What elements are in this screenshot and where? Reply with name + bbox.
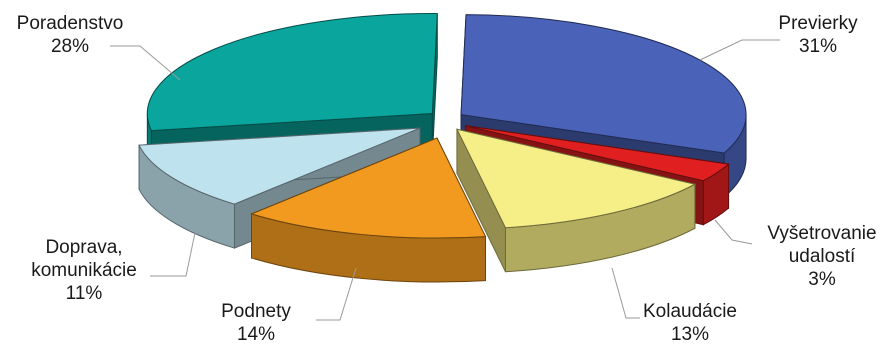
- label-value: 14%: [236, 324, 276, 345]
- label-name-line2: udalostí: [788, 246, 856, 267]
- label-value: 28%: [50, 36, 90, 57]
- slice-label-doprava-komunikacie: Doprava, komunikácie 11%: [31, 236, 137, 305]
- slice-top: [138, 127, 421, 205]
- leader-line: [316, 267, 357, 321]
- slice-label-vysetrovanie-udalosti: Vyšetrovanie udalostí 3%: [767, 222, 876, 291]
- label-value: 13%: [670, 324, 710, 345]
- leader-line: [714, 219, 753, 245]
- slice-podnety: [250, 137, 487, 283]
- pie-slices: [138, 13, 747, 283]
- slice-top: [146, 13, 438, 132]
- slice-label-podnety: Podnety 14%: [221, 300, 291, 346]
- slice-top: [250, 137, 487, 239]
- slice-label-previerky: Previerky 31%: [778, 12, 857, 58]
- slice-top: [460, 14, 747, 154]
- leader-line: [150, 227, 197, 277]
- slice-label-poradenstvo: Poradenstvo 28%: [17, 12, 124, 58]
- label-name: Kolaudácie: [642, 301, 738, 322]
- label-name-line1: Doprava,: [45, 237, 123, 258]
- leader-line: [611, 267, 640, 319]
- slice-kolaudacie: [456, 128, 697, 273]
- label-name: Podnety: [221, 301, 291, 322]
- leader-lines: [110, 39, 780, 321]
- slice-top: [456, 128, 697, 229]
- slice-top: [465, 125, 730, 182]
- leader-line: [699, 39, 780, 61]
- label-name-line1: Vyšetrovanie: [767, 223, 877, 244]
- label-value: 31%: [798, 36, 838, 57]
- label-name: Poradenstvo: [16, 13, 124, 34]
- label-name: Previerky: [778, 13, 858, 34]
- slice-label-kolaudacie: Kolaudácie 13%: [643, 300, 737, 346]
- label-value: 3%: [808, 269, 836, 290]
- label-value: 11%: [65, 283, 103, 304]
- label-name-line2: komunikácie: [31, 260, 137, 281]
- leader-line: [110, 45, 181, 81]
